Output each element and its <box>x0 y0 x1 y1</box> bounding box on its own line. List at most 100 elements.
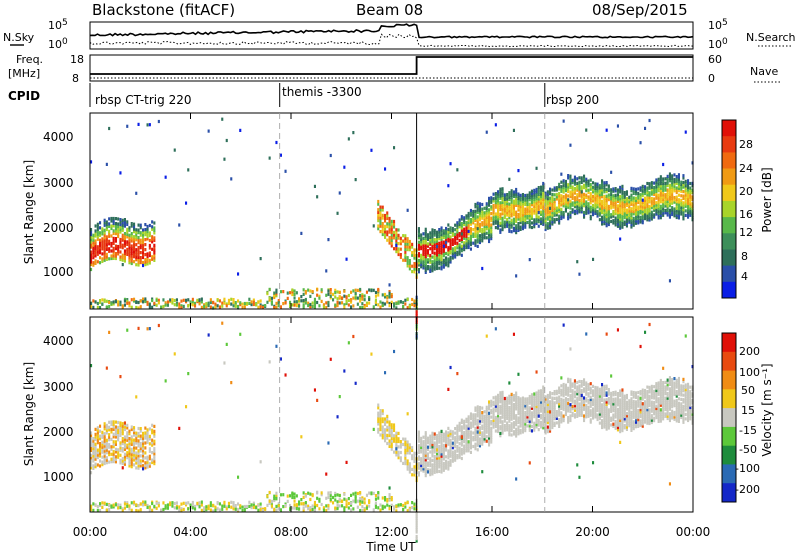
echo-cell <box>388 304 391 308</box>
echo-cell <box>103 231 106 235</box>
echo-cell <box>126 438 129 442</box>
echo-cell <box>497 411 500 416</box>
echo-cell <box>630 209 633 213</box>
echo-cell <box>133 237 136 241</box>
echo-cell <box>90 463 93 467</box>
echo-cell <box>558 386 561 390</box>
echo-cell <box>117 234 120 239</box>
echo-cell <box>524 429 527 433</box>
echo-cell <box>420 247 423 251</box>
echo-cell <box>352 492 355 496</box>
echo-cell <box>472 435 475 440</box>
echo-cell <box>528 202 531 206</box>
echo-cell <box>476 217 479 221</box>
echo-cell <box>114 237 117 241</box>
echo-cell <box>338 395 341 399</box>
echo-cell <box>445 240 448 245</box>
echo-cell <box>519 193 522 197</box>
echo-cell <box>456 449 459 453</box>
echo-cell <box>612 189 615 193</box>
echo-cell <box>490 218 493 223</box>
echo-cell <box>135 235 138 239</box>
echo-cell <box>92 447 95 451</box>
echo-cell <box>144 433 147 438</box>
echo-cell <box>126 299 129 304</box>
echo-cell <box>490 415 493 419</box>
echo-cell <box>447 435 450 439</box>
echo-cell <box>404 440 407 444</box>
echo-cell <box>512 213 515 217</box>
echo-cell <box>666 193 669 197</box>
echo-cell <box>411 467 414 471</box>
echo-cell <box>490 230 493 234</box>
echo-cell <box>458 252 461 256</box>
echo-cell <box>571 178 574 182</box>
echo-cell <box>447 449 450 453</box>
echo-cell <box>551 202 554 206</box>
echo-cell <box>533 401 536 405</box>
echo-cell <box>424 227 427 231</box>
echo-cell <box>397 453 400 457</box>
echo-cell <box>374 294 377 298</box>
echo-cell <box>540 405 543 409</box>
echo-cell <box>488 432 491 436</box>
echo-cell <box>526 415 529 419</box>
echo-cell <box>354 499 357 503</box>
echo-cell <box>449 429 452 433</box>
echo-cell <box>374 298 377 302</box>
echo-cell <box>105 220 108 224</box>
echo-cell <box>386 222 389 226</box>
echo-cell <box>130 440 133 444</box>
echo-cell <box>148 506 151 510</box>
echo-cell <box>612 212 615 216</box>
echo-cell <box>469 423 472 427</box>
echo-cell <box>501 422 504 426</box>
echo-cell <box>549 189 552 193</box>
echo-cell <box>289 304 292 308</box>
echo-cell <box>445 448 448 452</box>
echo-cell <box>619 226 622 230</box>
echo-cell <box>458 424 461 428</box>
echo-cell <box>130 224 133 228</box>
echo-cell <box>438 262 441 266</box>
echo-cell <box>625 224 628 228</box>
echo-cell <box>449 230 452 235</box>
echo-cell <box>133 433 136 437</box>
echo-cell <box>440 432 443 436</box>
echo-cell <box>440 253 443 257</box>
echo-cell <box>682 210 685 214</box>
echo-cell <box>153 504 156 508</box>
echo-cell <box>413 270 416 274</box>
echo-cell <box>501 225 504 229</box>
echo-cell <box>130 232 133 236</box>
echo-cell <box>440 235 443 239</box>
echo-cell <box>119 242 122 247</box>
echo-cell <box>320 491 323 495</box>
echo-cell <box>101 440 104 444</box>
echo-cell <box>302 305 305 309</box>
echo-cell <box>549 393 552 397</box>
echo-cell <box>255 303 258 307</box>
echo-cell <box>96 230 99 234</box>
echo-cell <box>517 416 520 420</box>
echo-cell <box>101 435 104 439</box>
echo-cell <box>526 399 529 403</box>
echo-cell <box>497 217 500 221</box>
echo-cell <box>494 203 497 207</box>
echo-cell <box>469 426 472 430</box>
echo-cell <box>662 191 665 195</box>
echo-cell <box>178 505 181 509</box>
echo-cell <box>354 291 357 296</box>
echo-cell <box>411 448 414 452</box>
echo-cell <box>146 327 149 331</box>
echo-cell <box>535 416 538 420</box>
echo-cell <box>424 431 427 435</box>
echo-cell <box>485 220 488 224</box>
echo-cell <box>560 376 563 380</box>
echo-cell <box>126 426 129 430</box>
echo-cell <box>135 300 138 304</box>
echo-cell <box>469 233 472 238</box>
echo-cell <box>417 446 420 450</box>
echo-cell <box>528 422 531 426</box>
echo-cell <box>374 300 377 304</box>
